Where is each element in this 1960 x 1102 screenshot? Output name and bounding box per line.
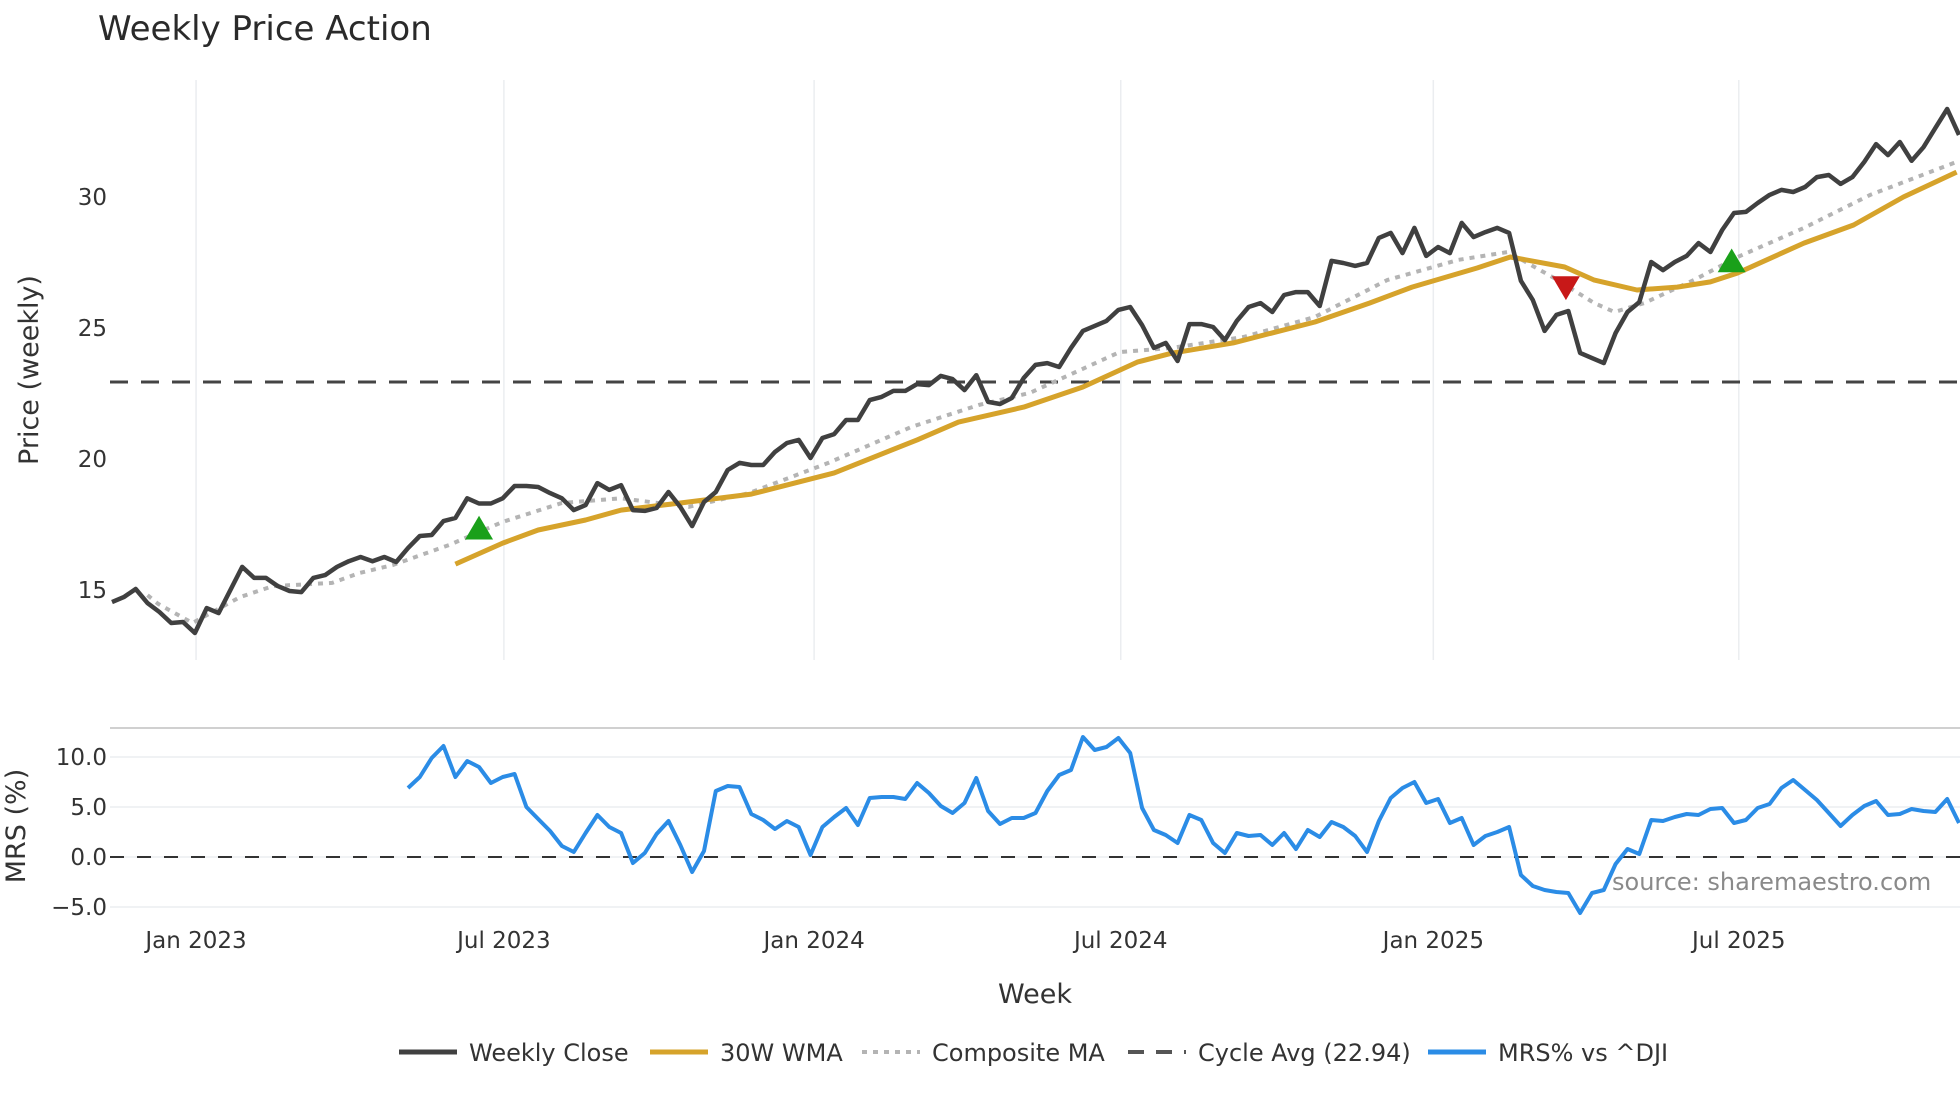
composite-ma-line [146, 160, 1958, 625]
x-tick-label: Jul 2025 [1690, 928, 1786, 954]
legend-label: Cycle Avg (22.94) [1198, 1039, 1411, 1067]
mrs-line [406, 735, 1960, 915]
x-tick-label: Jul 2023 [455, 928, 551, 954]
source-annotation: source: sharemaestro.com [1612, 868, 1931, 896]
mrs-panel: −5.0 0.0 5.0 10.0 MRS (%) source: sharemaes… [1, 727, 1960, 921]
mrs-y-tick-label: 0.0 [70, 845, 107, 871]
price-y-axis-label: Price (weekly) [14, 275, 45, 465]
legend-item: Cycle Avg (22.94) [1128, 1039, 1411, 1067]
x-axis-ticks: Jan 2023 Jul 2023 Jan 2024 Jul 2024 Jan 2025… [143, 928, 1785, 954]
legend-label: 30W WMA [720, 1039, 843, 1067]
legend-item: 30W WMA [650, 1039, 843, 1067]
weekly-close-line [111, 106, 1960, 636]
price-y-tick-label: 15 [78, 578, 107, 604]
sell-signal-triangle-down-icon [1551, 276, 1580, 301]
x-tick-label: Jul 2024 [1072, 928, 1168, 954]
legend-label: MRS% vs ^DJI [1498, 1039, 1668, 1067]
x-axis-label: Week [998, 979, 1072, 1010]
price-y-tick-label: 20 [78, 447, 107, 473]
legend-label: Composite MA [932, 1039, 1105, 1067]
mrs-y-ticks: −5.0 0.0 5.0 10.0 [51, 745, 107, 921]
mrs-y-tick-label: 5.0 [70, 795, 107, 821]
legend: Weekly Close 30W WMA Composite MA Cycle Avg… [399, 1039, 1668, 1067]
legend-item: Weekly Close [399, 1039, 629, 1067]
price-y-tick-label: 30 [78, 185, 107, 211]
signal-markers [465, 248, 1746, 540]
buy-signal-triangle-up-icon [465, 515, 494, 540]
x-tick-label: Jan 2025 [1381, 928, 1484, 954]
buy-signal-triangle-up-icon [1717, 248, 1746, 273]
x-tick-label: Jan 2023 [143, 928, 246, 954]
legend-label: Weekly Close [469, 1039, 629, 1067]
wma-30w-line [454, 169, 1958, 567]
legend-item: Composite MA [862, 1039, 1105, 1067]
mrs-y-axis-label: MRS (%) [1, 769, 32, 884]
price-vertical-gridlines [195, 80, 1740, 660]
chart-title: Weekly Price Action [98, 9, 432, 49]
legend-item: MRS% vs ^DJI [1428, 1039, 1668, 1067]
mrs-y-tick-label: 10.0 [56, 745, 107, 771]
price-y-tick-label: 25 [78, 316, 107, 342]
x-tick-label: Jan 2024 [761, 928, 864, 954]
price-panel: 15 20 25 30 Price (weekly) [14, 80, 1960, 660]
mrs-y-tick-label: −5.0 [51, 895, 107, 921]
price-y-ticks: 15 20 25 30 [78, 185, 107, 604]
